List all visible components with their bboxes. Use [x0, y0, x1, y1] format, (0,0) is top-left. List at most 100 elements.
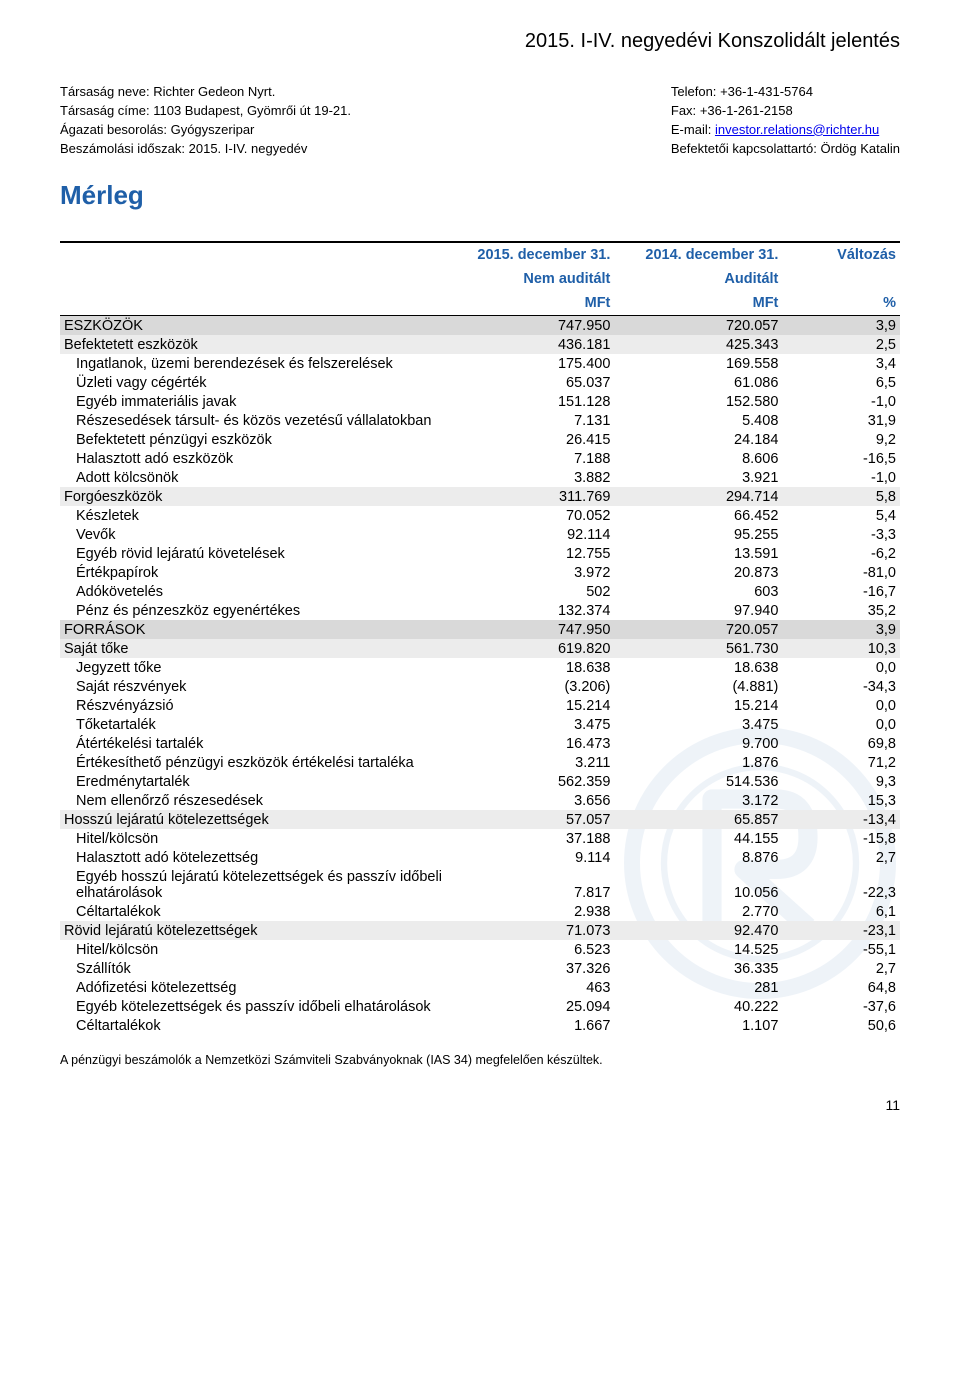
table-row: Befektetett pénzügyi eszközök26.41524.18…	[60, 430, 900, 449]
page-title: 2015. I-IV. negyedévi Konszolidált jelen…	[60, 30, 900, 53]
row-value: 6,5	[782, 373, 900, 392]
company-header: Társaság neve: Richter Gedeon Nyrt. Társ…	[60, 83, 900, 158]
email-link[interactable]: investor.relations@richter.hu	[715, 122, 879, 137]
row-label: Értékesíthető pénzügyi eszközök értékelé…	[60, 753, 446, 772]
industry-value: Gyógyszeripar	[171, 122, 255, 137]
row-value: 9,3	[782, 772, 900, 791]
table-row: Céltartalékok2.9382.7706,1	[60, 902, 900, 921]
row-label: Egyéb immateriális javak	[60, 392, 446, 411]
row-label: Vevők	[60, 525, 446, 544]
table-row: Átértékelési tartalék16.4739.70069,8	[60, 734, 900, 753]
company-header-left: Társaság neve: Richter Gedeon Nyrt. Társ…	[60, 83, 351, 158]
row-value: 57.057	[446, 810, 614, 829]
row-value: 5,4	[782, 506, 900, 525]
row-label: Ingatlanok, üzemi berendezések és felsze…	[60, 354, 446, 373]
section-title: Mérleg	[60, 180, 900, 211]
row-label: Saját tőke	[60, 639, 446, 658]
row-value: 3.656	[446, 791, 614, 810]
table-row: Vevők92.11495.255-3,3	[60, 525, 900, 544]
row-label: Pénz és pénzeszköz egyenértékes	[60, 601, 446, 620]
table-row: Nem ellenőrző részesedések3.6563.17215,3	[60, 791, 900, 810]
row-label: Értékpapírok	[60, 563, 446, 582]
row-value: 0,0	[782, 715, 900, 734]
row-value: 13.591	[614, 544, 782, 563]
table-row: Adókövetelés502603-16,7	[60, 582, 900, 601]
row-value: 66.452	[614, 506, 782, 525]
row-value: -22,3	[782, 867, 900, 902]
row-value: 10,3	[782, 639, 900, 658]
row-value: 31,9	[782, 411, 900, 430]
ir-contact-value: Ördög Katalin	[821, 141, 901, 156]
row-value: 20.873	[614, 563, 782, 582]
row-value: (3.206)	[446, 677, 614, 696]
table-row: Részesedések társult- és közös vezetésű …	[60, 411, 900, 430]
row-value: 9.114	[446, 848, 614, 867]
col2-header2: Auditált	[614, 267, 782, 291]
row-value: 3.475	[446, 715, 614, 734]
row-value: 747.950	[446, 620, 614, 639]
row-value: 0,0	[782, 696, 900, 715]
period-label: Beszámolási időszak:	[60, 141, 185, 156]
row-value: -55,1	[782, 940, 900, 959]
row-value: 169.558	[614, 354, 782, 373]
company-name-label: Társaság neve:	[60, 84, 150, 99]
table-row: Befektetett eszközök436.181425.3432,5	[60, 335, 900, 354]
row-label: Egyéb rövid lejáratú követelések	[60, 544, 446, 563]
row-value: 8.606	[614, 449, 782, 468]
table-row: FORRÁSOK747.950720.0573,9	[60, 620, 900, 639]
row-value: 5.408	[614, 411, 782, 430]
company-header-right: Telefon: +36-1-431-5764 Fax: +36-1-261-2…	[671, 83, 900, 158]
row-value: 15.214	[446, 696, 614, 715]
col1-header2: Nem auditált	[446, 267, 614, 291]
row-label: Egyéb hosszú lejáratú kötelezettségek és…	[60, 867, 446, 902]
table-row: Halasztott adó kötelezettség9.1148.8762,…	[60, 848, 900, 867]
row-value: 3,4	[782, 354, 900, 373]
row-value: 0,0	[782, 658, 900, 677]
row-value: 6.523	[446, 940, 614, 959]
row-label: Rövid lejáratú kötelezettségek	[60, 921, 446, 940]
row-label: Hitel/kölcsön	[60, 940, 446, 959]
row-value: 71,2	[782, 753, 900, 772]
row-value: 3.172	[614, 791, 782, 810]
col1-header1: 2015. december 31.	[446, 242, 614, 267]
table-row: Adófizetési kötelezettség46328164,8	[60, 978, 900, 997]
row-label: Hitel/kölcsön	[60, 829, 446, 848]
table-row: Hosszú lejáratú kötelezettségek57.05765.…	[60, 810, 900, 829]
row-value: 561.730	[614, 639, 782, 658]
table-row: Egyéb immateriális javak151.128152.580-1…	[60, 392, 900, 411]
table-row: Részvényázsió15.21415.2140,0	[60, 696, 900, 715]
row-value: -23,1	[782, 921, 900, 940]
row-label: Adófizetési kötelezettség	[60, 978, 446, 997]
table-row: Adott kölcsönök3.8823.921-1,0	[60, 468, 900, 487]
row-value: 7.817	[446, 867, 614, 902]
row-value: 9.700	[614, 734, 782, 753]
row-value: 95.255	[614, 525, 782, 544]
table-row: Tőketartalék3.4753.4750,0	[60, 715, 900, 734]
row-value: 311.769	[446, 487, 614, 506]
footnote: A pénzügyi beszámolók a Nemzetközi Számv…	[60, 1053, 900, 1067]
row-value: -13,4	[782, 810, 900, 829]
row-value: 35,2	[782, 601, 900, 620]
row-value: 24.184	[614, 430, 782, 449]
row-value: 1.107	[614, 1016, 782, 1035]
row-value: 3.475	[614, 715, 782, 734]
table-row: Készletek70.05266.4525,4	[60, 506, 900, 525]
row-value: -34,3	[782, 677, 900, 696]
row-value: -15,8	[782, 829, 900, 848]
row-label: Halasztott adó kötelezettség	[60, 848, 446, 867]
row-value: 3,9	[782, 316, 900, 336]
page-number: 11	[60, 1097, 900, 1113]
table-row: Hitel/kölcsön37.18844.155-15,8	[60, 829, 900, 848]
row-value: 1.876	[614, 753, 782, 772]
row-value: 6,1	[782, 902, 900, 921]
row-value: 9,2	[782, 430, 900, 449]
row-value: 7.131	[446, 411, 614, 430]
row-value: 175.400	[446, 354, 614, 373]
row-value: 2.770	[614, 902, 782, 921]
row-label: Céltartalékok	[60, 1016, 446, 1035]
row-value: -16,7	[782, 582, 900, 601]
row-value: -81,0	[782, 563, 900, 582]
row-label: Forgóeszközök	[60, 487, 446, 506]
row-value: 3.882	[446, 468, 614, 487]
ir-contact-label: Befektetői kapcsolattartó:	[671, 141, 817, 156]
